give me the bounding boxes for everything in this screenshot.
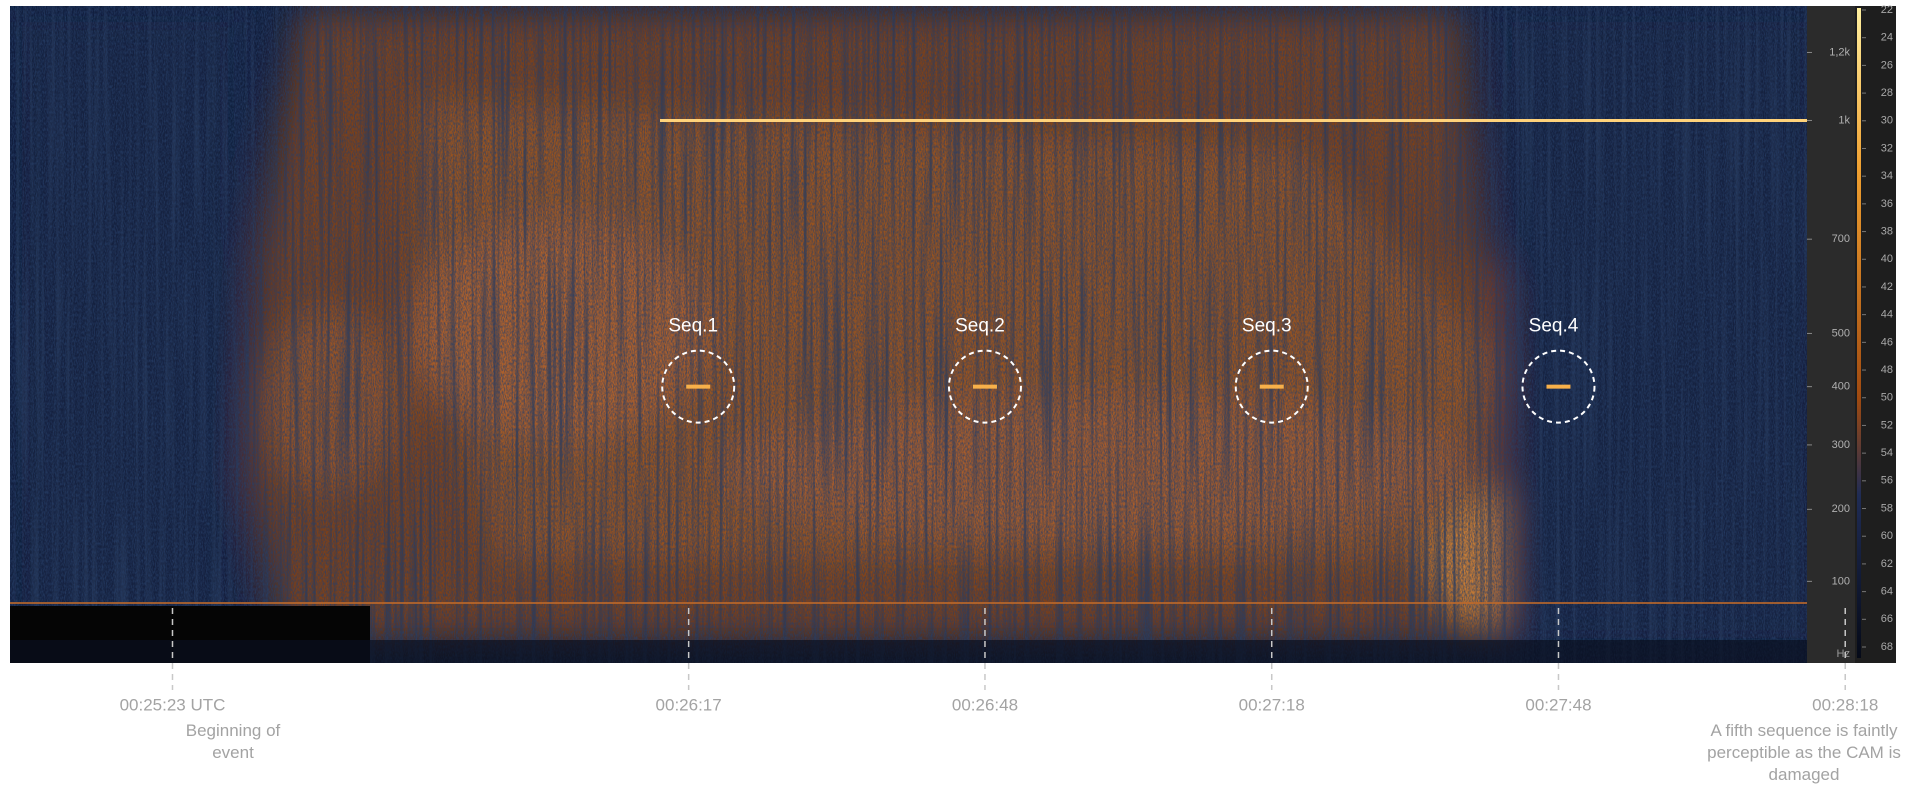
colorbar-tick-label: 48	[1881, 364, 1893, 376]
y-tick-label: 1k	[1838, 114, 1850, 126]
sequence-pip	[973, 385, 997, 389]
x-tick-label: 00:28:18	[1812, 695, 1878, 714]
y-tick-label: 500	[1832, 327, 1850, 339]
colorbar-tick-label: 22	[1881, 4, 1893, 16]
note: A fifth sequence is faintly perceptible …	[1692, 720, 1916, 786]
colorbar-tick-label: 66	[1881, 613, 1893, 625]
colorbar-tick-label: 44	[1881, 309, 1893, 321]
colorbar-tick-label: 68	[1881, 641, 1893, 653]
y-unit: Hz	[1837, 648, 1850, 660]
colorbar-tick-label: 30	[1881, 115, 1893, 127]
sequence-pip	[1260, 385, 1284, 389]
x-tick-label: 00:25:23 UTC	[120, 695, 226, 714]
colorbar-tick-label: 56	[1881, 475, 1893, 487]
colorbar-tick-label: 32	[1881, 142, 1893, 154]
colorbar-tick-label: 58	[1881, 502, 1893, 514]
colorbar-tick-label: 54	[1881, 447, 1893, 459]
sequence-label: Seq.2	[955, 316, 1005, 337]
y-tick-label: 700	[1832, 233, 1850, 245]
x-tick-label: 00:27:18	[1239, 695, 1305, 714]
note: Beginning of event	[173, 720, 293, 764]
y-tick-label: 100	[1832, 575, 1850, 587]
colorbar-tick-label: 52	[1881, 419, 1893, 431]
colorbar-tick-label: 62	[1881, 558, 1893, 570]
y-tick-label: 1,2k	[1829, 46, 1850, 58]
colorbar-tick-label: 60	[1881, 530, 1893, 542]
colorbar-tick-label: 46	[1881, 336, 1893, 348]
sequence-label: Seq.1	[668, 316, 718, 337]
sequence-label: Seq.4	[1529, 316, 1579, 337]
colorbar-tick-label: 26	[1881, 59, 1893, 71]
colorbar-tick-label: 28	[1881, 87, 1893, 99]
x-tick-label: 00:26:48	[952, 695, 1018, 714]
sequence-label: Seq.3	[1242, 316, 1292, 337]
chart: Hz 1,2k 1k 700 500 400 300 200 100 22 24 26 28 30 32 3…	[0, 0, 1921, 785]
x-tick-label: 00:26:17	[656, 695, 722, 714]
colorbar-tick-label: 38	[1881, 225, 1893, 237]
colorbar-tick-label: 42	[1881, 281, 1893, 293]
sequence-pip	[686, 385, 710, 389]
sequence-pip	[1546, 385, 1570, 389]
colorbar-tick-label: 34	[1881, 170, 1893, 182]
colorbar-tick-label: 36	[1881, 198, 1893, 210]
y-tick-label: 300	[1832, 439, 1850, 451]
colorbar-tick-label: 40	[1881, 253, 1893, 265]
y-tick-label: 400	[1832, 381, 1850, 393]
page: {"chart_data": { "type": "spectrogram", …	[0, 0, 1921, 785]
colorbar-tick-label: 50	[1881, 392, 1893, 404]
colorbar-tick-label: 64	[1881, 586, 1893, 598]
colorbar-tick-label: 24	[1881, 32, 1893, 44]
y-tick-label: 200	[1832, 503, 1850, 515]
x-tick-label: 00:27:48	[1525, 695, 1591, 714]
colorbar-strip	[1857, 8, 1861, 658]
